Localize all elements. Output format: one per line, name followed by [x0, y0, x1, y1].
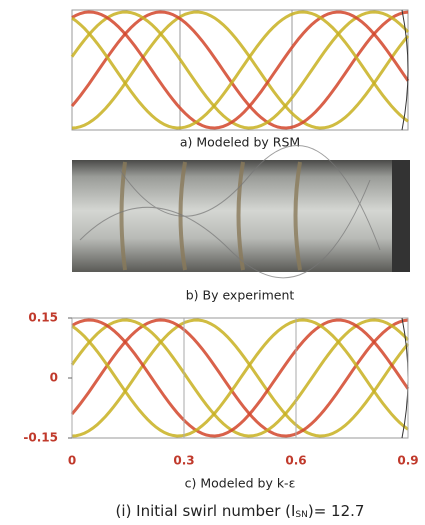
caption-text: (i) Initial swirl number (I — [116, 502, 296, 520]
streamline — [71, 318, 410, 438]
panel-caption: b) By experiment — [186, 288, 295, 303]
streamlines — [70, 317, 410, 439]
helical-rings — [119, 161, 302, 271]
y-tick-label: -0.15 — [23, 431, 58, 445]
streamline — [71, 10, 409, 130]
x-tick-label: 0 — [68, 454, 76, 468]
caption-subscript: SN — [295, 510, 307, 520]
streamlines — [70, 9, 410, 131]
y-tick-label: 0 — [50, 371, 58, 385]
y-tick-label: 0.15 — [28, 311, 58, 325]
x-tick-label: 0.9 — [397, 454, 418, 468]
outlet-edge — [401, 9, 409, 131]
panel-caption: c) Modeled by k-ε — [185, 476, 296, 491]
photo-edge — [392, 160, 410, 272]
panel-a: a) Modeled by RSM — [70, 9, 410, 150]
panel-caption: a) Modeled by RSM — [180, 135, 300, 150]
streamline — [71, 318, 410, 438]
x-tick-label: 0.3 — [173, 454, 194, 468]
figure-caption: (i) Initial swirl number (ISN)= 12.7 — [116, 502, 365, 520]
streamline — [71, 318, 409, 438]
streamline — [71, 10, 410, 130]
streamline — [70, 318, 409, 438]
streamline — [70, 318, 410, 438]
streamline — [70, 10, 410, 130]
swirl-traces — [79, 145, 381, 279]
streamline — [70, 10, 409, 130]
streamline — [71, 10, 410, 130]
x-tick-label: 0.6 — [285, 454, 306, 468]
caption-text: )= 12.7 — [308, 502, 365, 520]
panel-c: c) Modeled by k-ε 0 0.3 0.6 0.9 0.15 0 -0.15 — [23, 311, 418, 491]
panel-b: b) By experiment — [72, 145, 410, 303]
